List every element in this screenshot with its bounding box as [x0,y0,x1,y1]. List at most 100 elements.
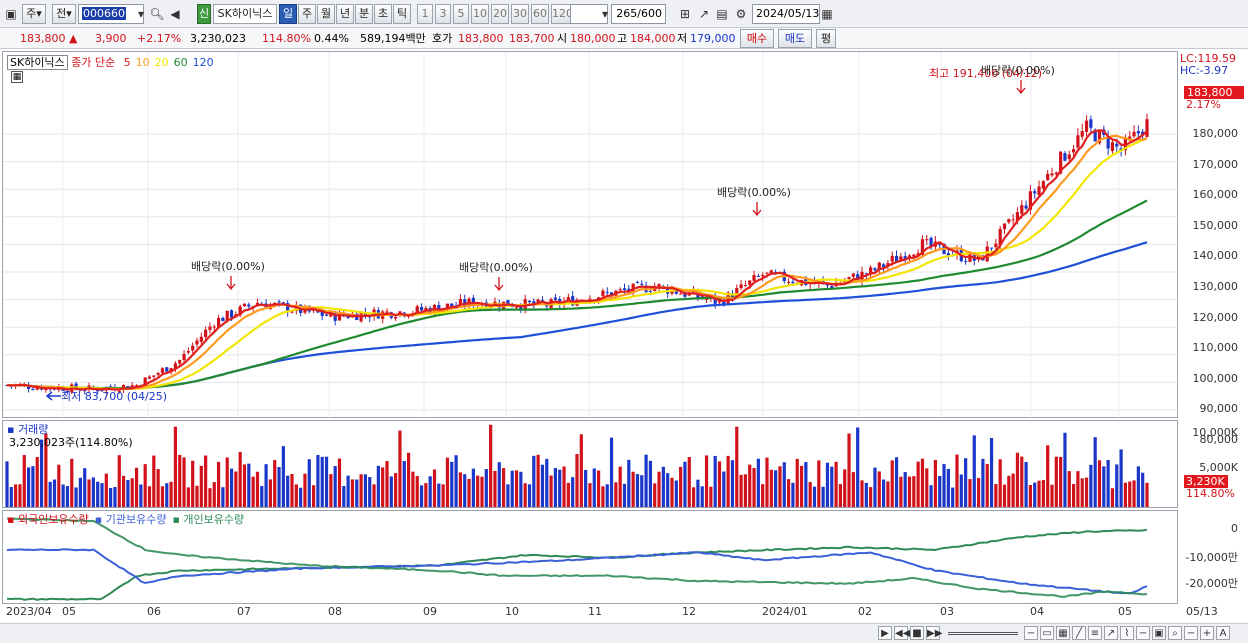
minus-icon[interactable]: − [1024,626,1038,640]
volume-bar [588,483,592,507]
candle-body [156,373,160,375]
chart-icon[interactable]: ⌇ [1120,626,1134,640]
volume-panel[interactable]: ▪ 거래량 3,230,023주(114.80%) [2,420,1178,508]
window-menu-icon[interactable]: ▣ [5,7,17,21]
volume-bar [333,466,337,507]
candle-body [627,288,631,292]
period-3-button[interactable]: 년 [336,4,354,24]
gear-icon[interactable]: ⚙ [735,7,747,21]
interval-3-button[interactable]: 3 [435,4,451,24]
volume-bar [147,486,152,507]
volume-bar [540,464,545,507]
chevron-down-icon[interactable]: ▾ [601,7,609,21]
window-icon[interactable]: ▭ [1040,626,1054,640]
interval-1-button[interactable]: 1 [417,4,433,24]
period-4-button[interactable]: 분 [355,4,373,24]
line-tool-icon[interactable]: ╱ [1072,626,1086,640]
zoom-slider[interactable] [948,632,1018,635]
interval-10-button[interactable]: 10 [471,4,489,24]
volume-bar [160,486,165,507]
sound-icon[interactable]: ◀ [170,7,180,21]
fast-forward-icon[interactable]: ▶▶ [926,626,943,640]
candle-body [938,243,942,245]
candle-body [74,383,78,389]
volume-bar [838,484,843,507]
volume-bar [389,476,393,507]
market-select[interactable]: 주▾ [22,4,46,24]
candle-body [899,256,903,261]
volume-panel-title: ▪ 거래량 [7,423,49,436]
grid-toggle-icon[interactable]: ▦ [11,71,23,83]
prev-button[interactable]: 전▾ [52,4,76,24]
search-icon[interactable]: 🔍︎ [149,7,165,21]
candle-body [1050,173,1054,176]
volume-bar [121,475,126,507]
period-1-button[interactable]: 주 [298,4,316,24]
save-icon[interactable]: ▤ [716,7,728,21]
tile-icon[interactable]: ▦ [1056,626,1070,640]
volume-bar [212,482,216,507]
interval-30-button[interactable]: 30 [511,4,529,24]
eval-button[interactable]: 평 [816,29,836,48]
period-0-button[interactable]: 일 [279,4,297,24]
volume-title-text: 거래량 [17,423,49,436]
price-panel-title: SK하이닉스 [7,55,68,70]
candle-body [1041,181,1045,189]
image-icon[interactable]: ▣ [1152,626,1166,640]
buy-button[interactable]: 매수 [740,29,774,48]
volume-bar [355,479,359,507]
volume-bar [229,468,234,507]
calendar-icon[interactable]: ▦ [821,7,833,21]
candle-body [722,300,726,306]
sell-button[interactable]: 매도 [778,29,812,48]
count-input[interactable]: 265/600 [611,4,666,24]
volume-bar [791,482,795,507]
last-change-label: 2.17% [1186,98,1221,111]
decrease-icon[interactable]: − [1184,626,1198,640]
trend-icon[interactable]: ↗ [1104,626,1118,640]
candle-body [1046,173,1050,181]
volume-bar [44,433,48,507]
dropdown-arrow-icon[interactable]: ▾ [137,7,145,21]
candle-body [143,377,147,388]
period-2-button[interactable]: 월 [317,4,335,24]
candle-body [609,292,614,297]
holders-chart[interactable] [3,511,1179,605]
volume-bar [31,466,35,507]
increase-icon[interactable]: + [1200,626,1214,640]
stock-name-field[interactable]: SK하이닉스 [213,4,277,24]
font-size-icon[interactable]: A [1216,626,1230,640]
period-5-button[interactable]: 초 [374,4,392,24]
ma-legend-60: 60 [173,56,188,69]
candle-body [1020,205,1024,214]
scroll-right-icon[interactable]: ▶ [878,626,892,640]
date-input[interactable]: 2024/05/13 [752,4,820,24]
volume-bar [894,457,899,507]
volume-bar [523,483,527,507]
price-change-pct: +2.17% [137,32,182,45]
stop-icon[interactable]: ■ [910,626,924,640]
volume-bar [307,459,311,507]
interval-120-button[interactable]: 120 [551,4,573,24]
volume-bar [648,460,653,507]
volume-chart[interactable] [3,421,1179,509]
interval-5-button[interactable]: 5 [453,4,469,24]
fibo-icon[interactable]: ≡ [1088,626,1102,640]
interval-custom-input[interactable] [570,4,608,24]
volume-bar [1132,480,1136,507]
code-input[interactable]: 000660 [78,4,144,24]
period-6-button[interactable]: 틱 [393,4,411,24]
magnifier-icon[interactable]: ⌕ [1168,626,1182,640]
zoom-out-icon[interactable]: − [1136,626,1150,640]
interval-20-button[interactable]: 20 [491,4,509,24]
volume-bar [437,483,441,507]
draw-tool-icon[interactable]: ↗ [698,7,710,21]
price-chart[interactable]: 최고 191,400 (04/12) 최저 83,700 (04/25) 배당락(0… [3,52,1179,419]
volume-bar [1080,478,1084,507]
rewind-icon[interactable]: ◀◀ [894,626,911,640]
interval-60-button[interactable]: 60 [531,4,549,24]
chart-type-icon[interactable]: ⊞ [679,7,691,21]
candle-body [743,284,748,286]
price-panel[interactable]: 최고 191,400 (04/12) 최저 83,700 (04/25) 배당락(0… [2,51,1179,419]
holders-panel[interactable]: ▪ 외국인보유수량 ▪ 기관보유수량 ▪ 개인보유수량 [2,510,1178,604]
